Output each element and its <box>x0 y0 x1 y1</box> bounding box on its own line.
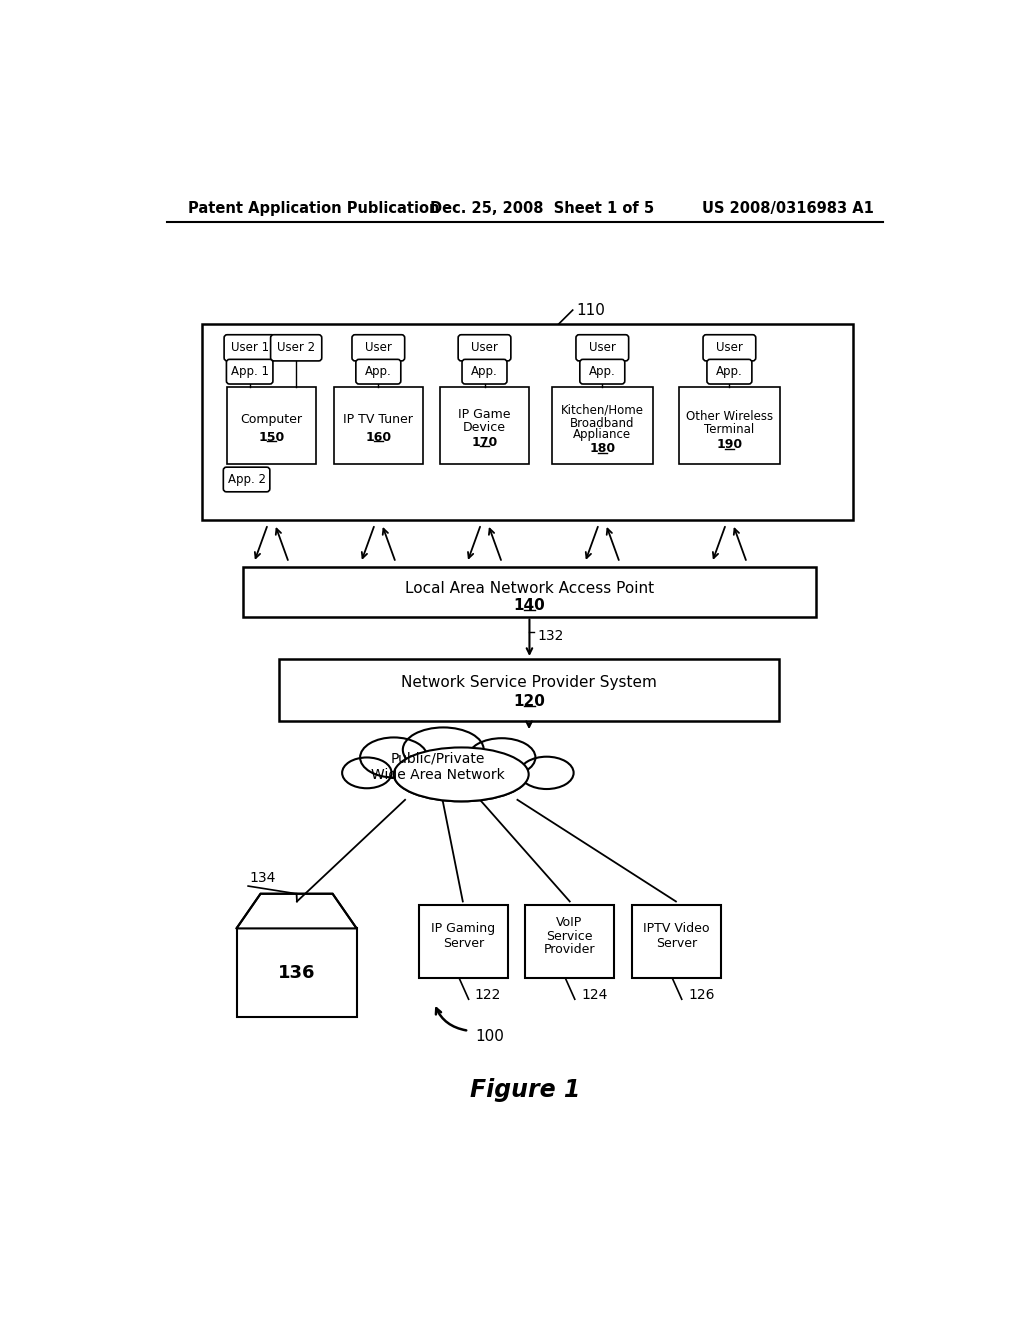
Text: App.: App. <box>716 366 742 379</box>
Text: IP Gaming: IP Gaming <box>431 921 496 935</box>
Text: User 1: User 1 <box>230 342 268 354</box>
FancyBboxPatch shape <box>352 335 404 360</box>
Text: App. 1: App. 1 <box>230 366 268 379</box>
FancyBboxPatch shape <box>223 467 270 492</box>
FancyBboxPatch shape <box>270 335 322 360</box>
Text: VoIP: VoIP <box>556 916 583 929</box>
Text: Public/Private
Wide Area Network: Public/Private Wide Area Network <box>371 751 505 781</box>
Bar <box>552 387 652 465</box>
Text: Appliance: Appliance <box>573 428 632 441</box>
Text: App.: App. <box>589 366 615 379</box>
Ellipse shape <box>402 727 483 772</box>
Text: US 2008/0316983 A1: US 2008/0316983 A1 <box>701 201 873 216</box>
Text: Kitchen/Home: Kitchen/Home <box>561 404 644 417</box>
Text: App.: App. <box>365 366 392 379</box>
Text: Provider: Provider <box>544 944 595 957</box>
FancyBboxPatch shape <box>707 359 752 384</box>
Text: 120: 120 <box>513 694 545 709</box>
Text: Network Service Provider System: Network Service Provider System <box>401 675 657 689</box>
FancyBboxPatch shape <box>458 335 511 360</box>
Text: Computer: Computer <box>241 413 302 426</box>
FancyBboxPatch shape <box>224 335 275 360</box>
Bar <box>226 387 316 465</box>
Text: App. 2: App. 2 <box>227 473 265 486</box>
Text: Terminal: Terminal <box>705 422 755 436</box>
Text: Dec. 25, 2008  Sheet 1 of 5: Dec. 25, 2008 Sheet 1 of 5 <box>430 201 654 216</box>
Text: 150: 150 <box>258 430 285 444</box>
FancyBboxPatch shape <box>580 359 625 384</box>
Text: 122: 122 <box>475 989 501 1002</box>
Text: 124: 124 <box>581 989 607 1002</box>
Text: Other Wireless: Other Wireless <box>686 409 773 422</box>
Text: IP TV Tuner: IP TV Tuner <box>343 413 414 426</box>
Text: 126: 126 <box>688 989 715 1002</box>
Text: App.: App. <box>471 366 498 379</box>
Ellipse shape <box>394 747 528 801</box>
Bar <box>243 566 816 616</box>
Text: Device: Device <box>463 421 506 434</box>
Bar <box>632 906 721 978</box>
Text: Broadband: Broadband <box>570 417 635 430</box>
Text: User: User <box>471 342 498 354</box>
Text: Service: Service <box>546 929 593 942</box>
Text: 170: 170 <box>471 436 498 449</box>
FancyBboxPatch shape <box>575 335 629 360</box>
Ellipse shape <box>468 738 536 776</box>
Text: Patent Application Publication: Patent Application Publication <box>188 201 440 216</box>
Text: 110: 110 <box>577 302 605 318</box>
Bar <box>280 659 779 721</box>
Bar <box>202 323 853 520</box>
Text: 190: 190 <box>717 438 742 451</box>
Text: User: User <box>716 342 742 354</box>
Text: User: User <box>365 342 392 354</box>
Ellipse shape <box>342 758 391 788</box>
FancyBboxPatch shape <box>703 335 756 360</box>
Text: 132: 132 <box>538 630 563 643</box>
Text: User 2: User 2 <box>278 342 315 354</box>
Bar <box>237 928 356 1016</box>
FancyBboxPatch shape <box>226 359 273 384</box>
Text: 100: 100 <box>475 1028 504 1044</box>
Text: User: User <box>589 342 615 354</box>
Text: Server: Server <box>655 937 697 950</box>
Bar <box>419 906 508 978</box>
Text: 140: 140 <box>514 598 546 612</box>
Bar <box>440 387 529 465</box>
Text: IP Game: IP Game <box>459 408 511 421</box>
Text: 160: 160 <box>366 430 391 444</box>
Text: 134: 134 <box>250 871 276 886</box>
Text: 180: 180 <box>589 442 615 455</box>
Bar <box>334 387 423 465</box>
Polygon shape <box>237 894 356 928</box>
Text: Figure 1: Figure 1 <box>470 1078 580 1102</box>
Text: 130: 130 <box>424 787 453 801</box>
Text: Local Area Network Access Point: Local Area Network Access Point <box>404 581 654 595</box>
Bar <box>524 906 614 978</box>
FancyBboxPatch shape <box>356 359 400 384</box>
Text: 136: 136 <box>278 964 315 982</box>
Ellipse shape <box>394 747 528 801</box>
Ellipse shape <box>520 756 573 789</box>
Bar <box>679 387 779 465</box>
FancyBboxPatch shape <box>462 359 507 384</box>
Text: IPTV Video: IPTV Video <box>643 921 710 935</box>
Text: Server: Server <box>442 937 483 950</box>
Ellipse shape <box>360 738 428 777</box>
